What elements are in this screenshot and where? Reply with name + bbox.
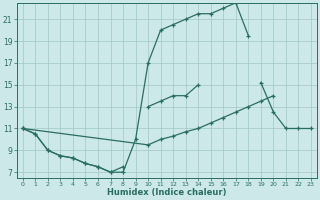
X-axis label: Humidex (Indice chaleur): Humidex (Indice chaleur) <box>107 188 227 197</box>
